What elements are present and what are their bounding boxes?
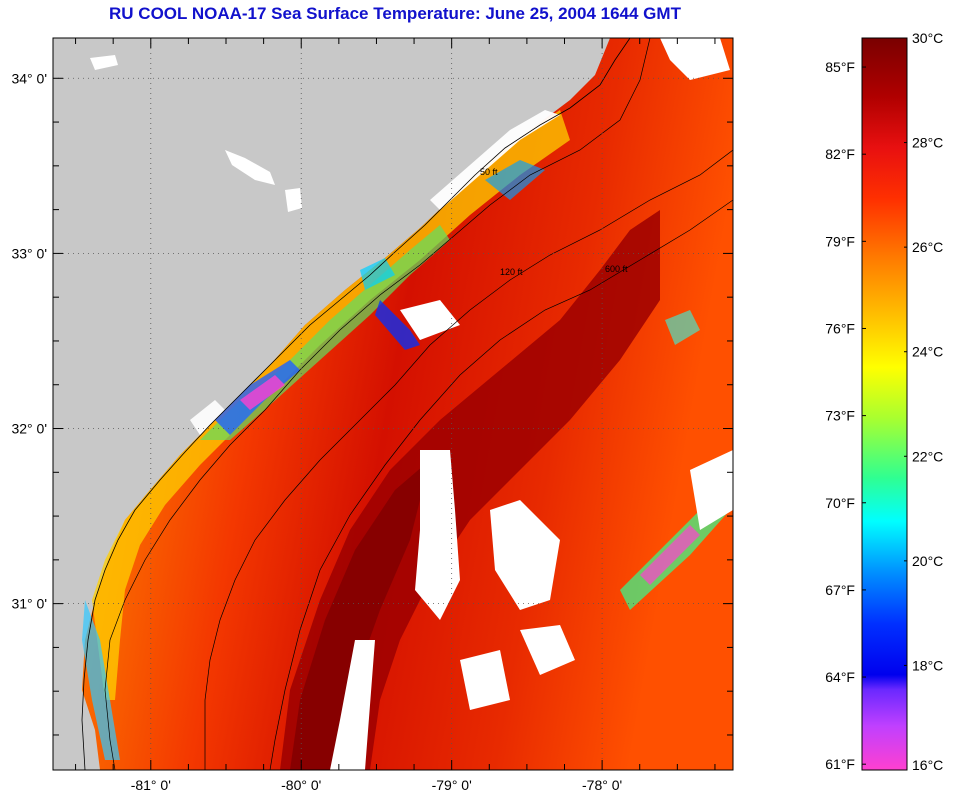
- fahrenheit-label: 82°F: [825, 146, 855, 162]
- inland-water-3: [90, 55, 118, 70]
- inland-water-2: [285, 188, 302, 212]
- contour-label-600ft: 600 ft: [605, 264, 628, 274]
- celsius-label: 26°C: [912, 239, 943, 255]
- celsius-label: 18°C: [912, 657, 943, 673]
- lat-tick-label: 32° 0': [11, 421, 47, 437]
- lon-tick-label: -79° 0': [432, 777, 472, 793]
- cold-streak-2: [240, 375, 285, 410]
- fahrenheit-label: 61°F: [825, 756, 855, 772]
- celsius-label: 22°C: [912, 448, 943, 464]
- celsius-label: 30°C: [912, 30, 943, 46]
- cloud-patch-5: [460, 650, 510, 710]
- cloud-patch-8: [520, 625, 575, 675]
- cold-streak-9: [665, 310, 700, 345]
- lon-tick-label: -80° 0': [281, 777, 321, 793]
- cloud-patch-1: [415, 450, 460, 620]
- cloud-patch-2: [330, 640, 375, 770]
- contour-label-120ft: 120 ft: [500, 267, 523, 277]
- cold-streak-6: [640, 525, 700, 585]
- colorbar: 30°C 28°C 26°C 24°C 22°C 20°C 18°C 16°C 85°F 82°F…: [825, 30, 943, 773]
- contour-50ft: [104, 38, 651, 770]
- fahrenheit-label: 76°F: [825, 320, 855, 336]
- lon-tick-label: -78° 0': [582, 777, 622, 793]
- cloud-patch-6: [400, 300, 460, 340]
- lat-tick-label: 33° 0': [11, 245, 47, 261]
- map-axes: 34° 0' 33° 0' 32° 0' 31° 0' -81° 0' -80° 0' -7…: [11, 38, 733, 793]
- fahrenheit-label: 73°F: [825, 408, 855, 424]
- coastline: [81, 38, 631, 770]
- colorbar-frame: [861, 37, 908, 771]
- cloud-patch-7: [660, 38, 730, 80]
- lon-tick-label: -81° 0': [131, 777, 171, 793]
- cloud-patch-3: [490, 500, 560, 610]
- fahrenheit-label: 67°F: [825, 582, 855, 598]
- map-title: RU COOL NOAA-17 Sea Surface Temperature:…: [109, 4, 681, 23]
- cold-streak-3: [375, 300, 420, 350]
- colorbar-gradient: [862, 38, 907, 770]
- lat-lon-grid: [53, 38, 733, 770]
- lat-tick-label: 34° 0': [11, 70, 47, 86]
- fahrenheit-label: 70°F: [825, 495, 855, 511]
- contour-label-50ft: 50 ft: [480, 167, 498, 177]
- inland-water-1: [225, 150, 275, 185]
- fahrenheit-label: 85°F: [825, 59, 855, 75]
- cold-streak-4: [360, 258, 395, 290]
- cold-streak-8: [485, 160, 545, 200]
- lat-tick-label: 31° 0': [11, 596, 47, 612]
- cloud-patch-4: [690, 450, 733, 530]
- celsius-label: 16°C: [912, 757, 943, 773]
- map-panel: 50 ft 120 ft 600 ft: [53, 38, 733, 770]
- nearshore-cloud-strip-2: [190, 400, 225, 435]
- celsius-label: 20°C: [912, 553, 943, 569]
- gulf-stream-inner: [290, 460, 430, 770]
- sea-surface: [82, 38, 733, 770]
- fahrenheit-label: 64°F: [825, 669, 855, 685]
- contour-120ft: [204, 149, 733, 770]
- nearshore-cloud-strip: [430, 110, 560, 210]
- celsius-label: 24°C: [912, 344, 943, 360]
- colorbar-labels: 30°C 28°C 26°C 24°C 22°C 20°C 18°C 16°C 85°F 82°F…: [825, 30, 943, 773]
- contour-600ft: [269, 199, 733, 770]
- cold-streak-7: [82, 600, 120, 760]
- gulf-stream-core: [280, 210, 660, 770]
- fahrenheit-label: 79°F: [825, 233, 855, 249]
- map-frame: [52, 37, 734, 771]
- celsius-label: 28°C: [912, 135, 943, 151]
